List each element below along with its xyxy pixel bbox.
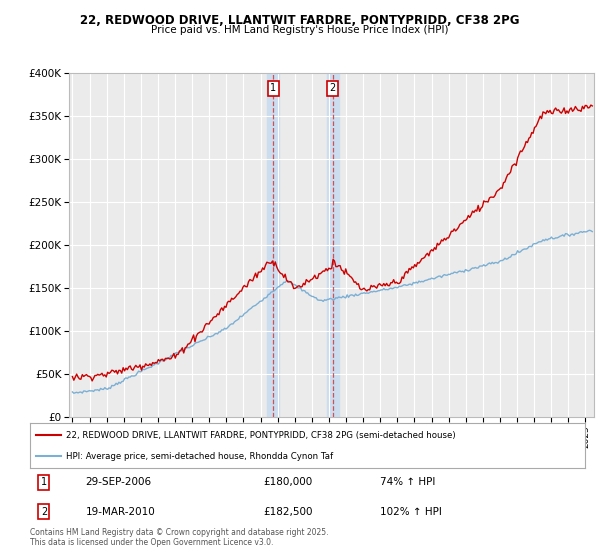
Text: 74% ↑ HPI: 74% ↑ HPI [380, 477, 435, 487]
Text: 1: 1 [41, 477, 47, 487]
Text: £180,000: £180,000 [263, 477, 313, 487]
Text: 1: 1 [270, 83, 277, 94]
Text: 19-MAR-2010: 19-MAR-2010 [86, 507, 155, 517]
Text: 22, REDWOOD DRIVE, LLANTWIT FARDRE, PONTYPRIDD, CF38 2PG (semi-detached house): 22, REDWOOD DRIVE, LLANTWIT FARDRE, PONT… [66, 431, 456, 440]
Text: Price paid vs. HM Land Registry's House Price Index (HPI): Price paid vs. HM Land Registry's House … [151, 25, 449, 35]
Text: 2: 2 [329, 83, 336, 94]
Bar [327, 73, 338, 417]
Text: 22, REDWOOD DRIVE, LLANTWIT FARDRE, PONTYPRIDD, CF38 2PG: 22, REDWOOD DRIVE, LLANTWIT FARDRE, PONT… [80, 14, 520, 27]
Bar [268, 73, 280, 417]
Text: HPI: Average price, semi-detached house, Rhondda Cynon Taf: HPI: Average price, semi-detached house,… [66, 452, 333, 461]
Text: 2: 2 [41, 507, 47, 517]
Text: Contains HM Land Registry data © Crown copyright and database right 2025.
This d: Contains HM Land Registry data © Crown c… [30, 528, 329, 547]
Text: £182,500: £182,500 [263, 507, 313, 517]
Text: 102% ↑ HPI: 102% ↑ HPI [380, 507, 442, 517]
Text: 29-SEP-2006: 29-SEP-2006 [86, 477, 152, 487]
